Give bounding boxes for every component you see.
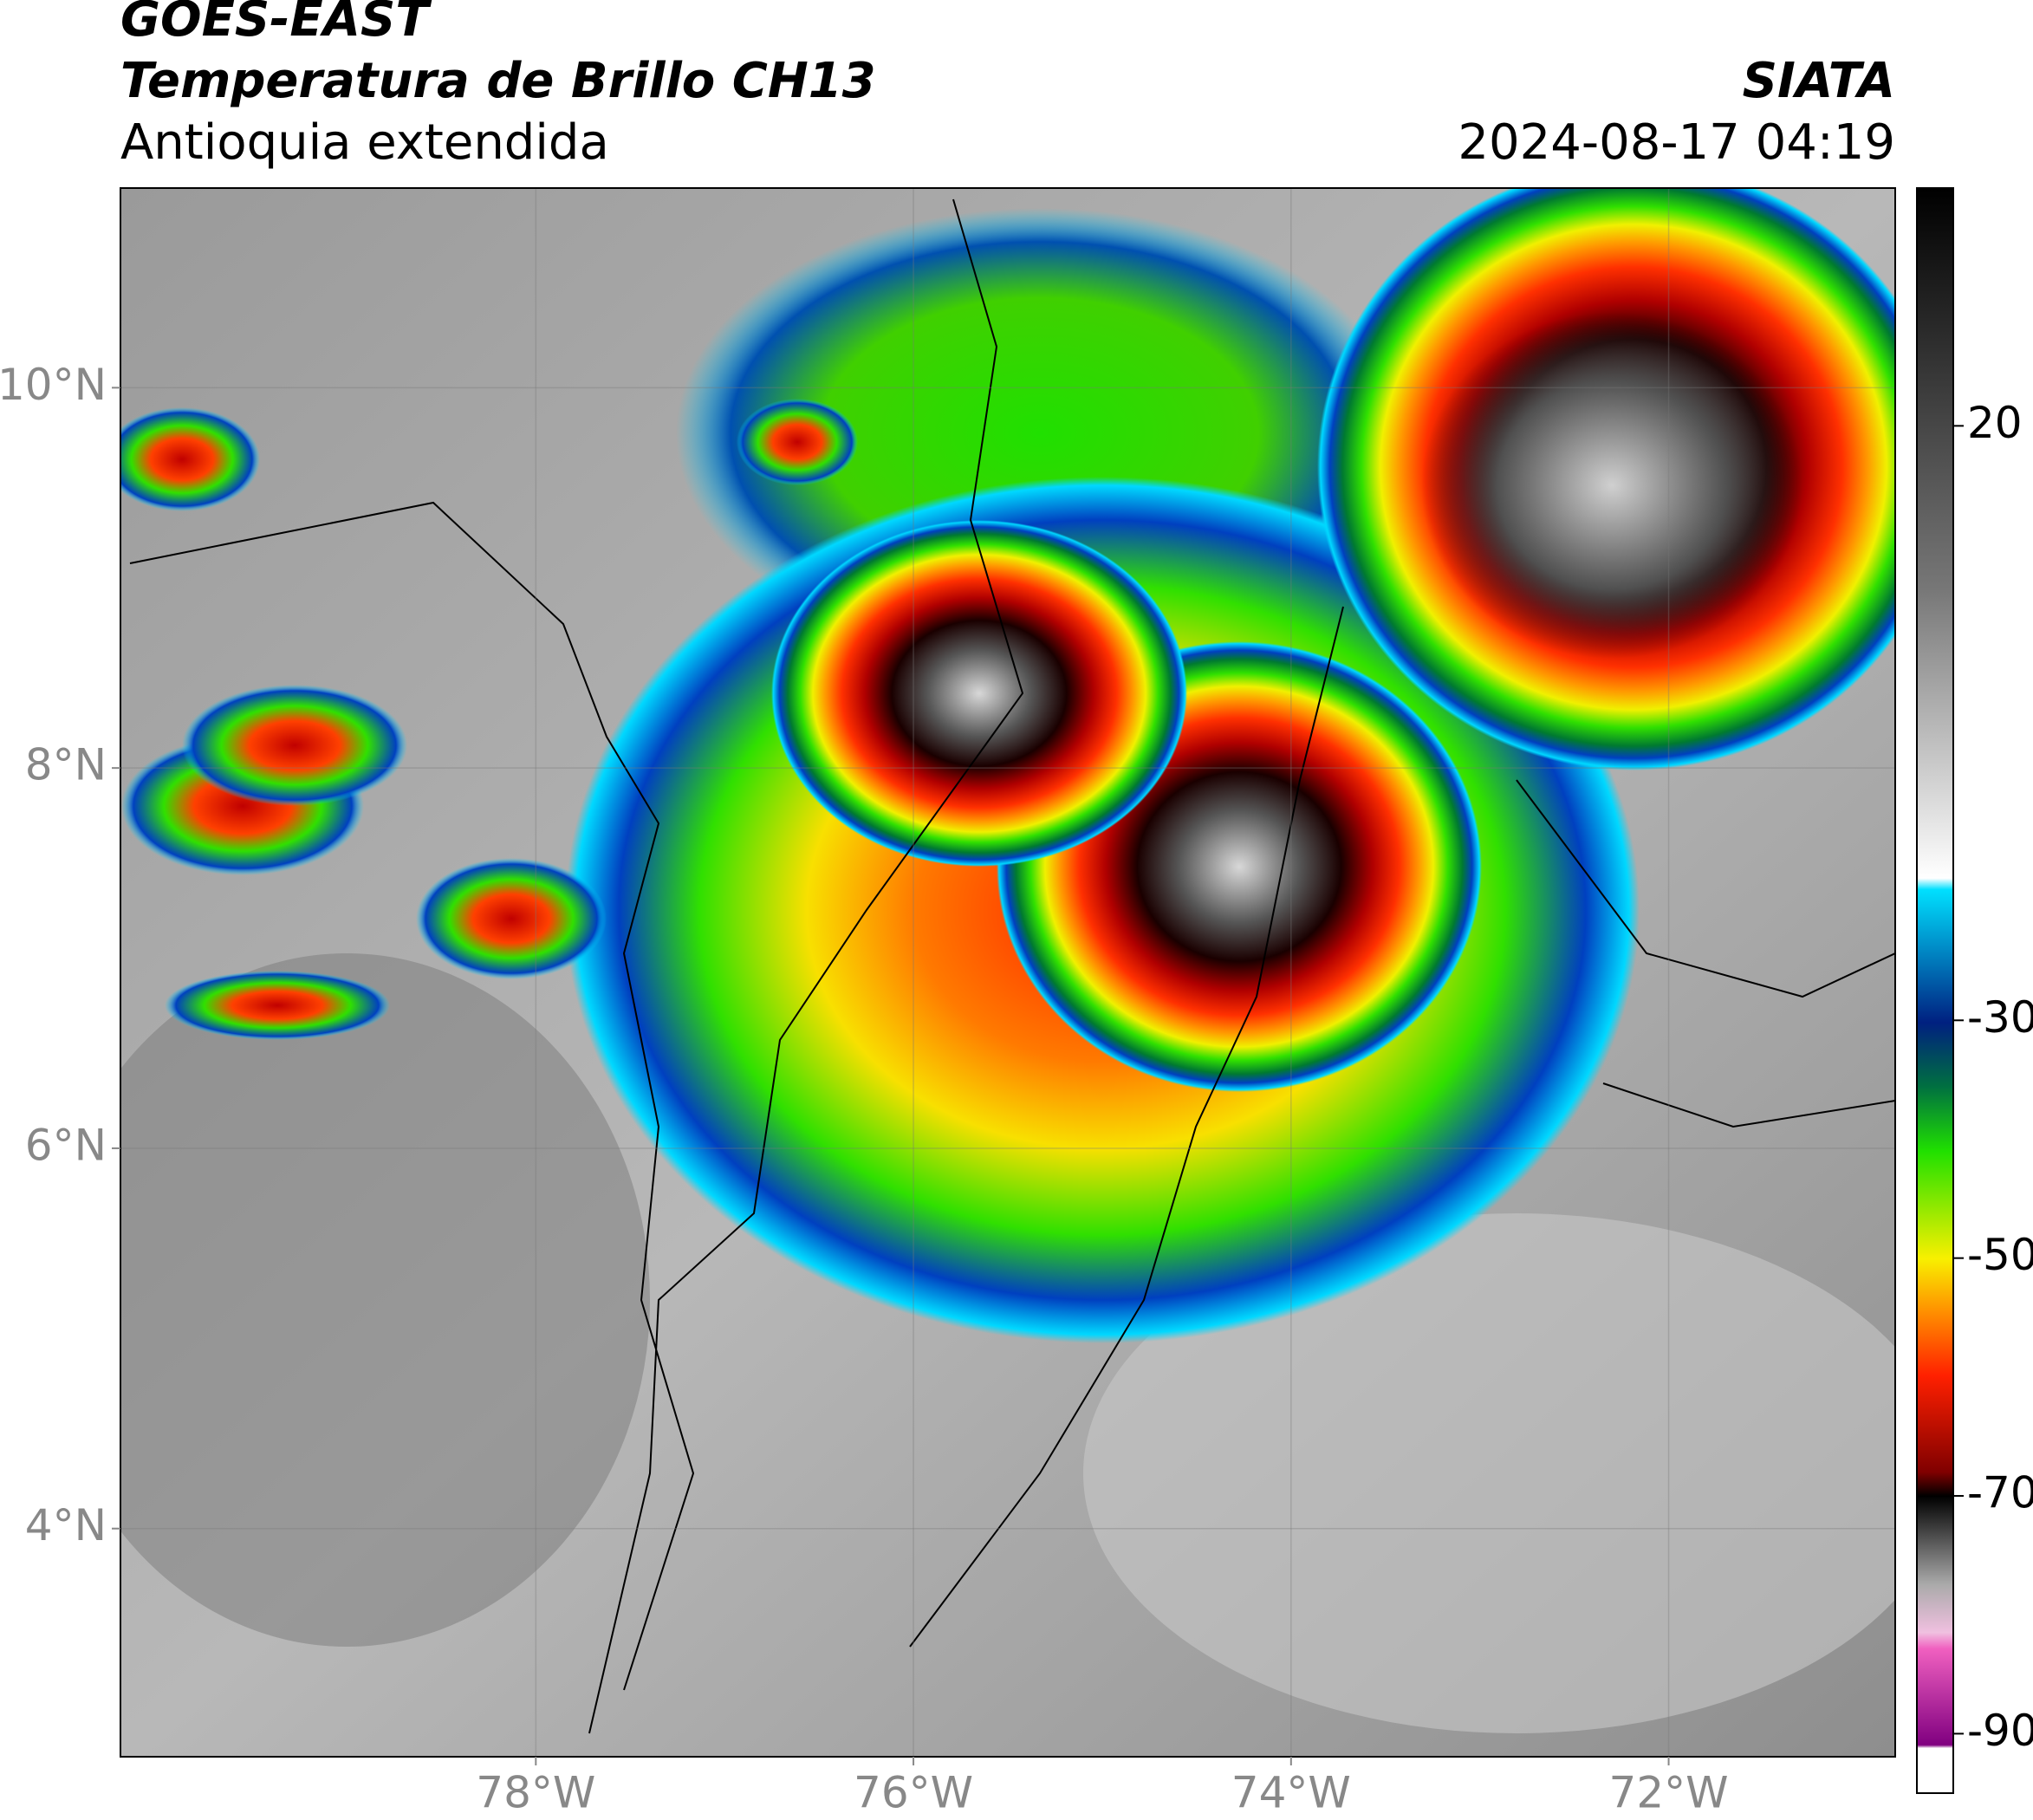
datetime: 2024-08-17 04:19 xyxy=(1458,114,1895,171)
colorbar xyxy=(1916,187,1954,1794)
colorbar-label: -50 xyxy=(1967,1230,2033,1280)
colorbar-label: -70 xyxy=(1967,1468,2033,1518)
source: SIATA xyxy=(1743,53,1895,109)
colorbar-label: 20 xyxy=(1967,398,2023,448)
subtitle: Temperatura de Brillo CH13 xyxy=(120,53,876,109)
x-tick-label: 76°W xyxy=(854,1768,973,1818)
x-tick-label: 78°W xyxy=(476,1768,595,1818)
x-tick-label: 74°W xyxy=(1231,1768,1351,1818)
y-tick-label: 6°N xyxy=(25,1120,107,1170)
x-tick-label: 72°W xyxy=(1609,1768,1729,1818)
y-tick-label: 8°N xyxy=(25,740,107,790)
grid xyxy=(120,188,1895,1757)
satellite-image xyxy=(120,188,1895,1757)
region: Antioquia extendida xyxy=(120,114,609,171)
colorbar-label: -90 xyxy=(1967,1706,2033,1756)
y-tick-label: 4°N xyxy=(25,1500,107,1550)
map-frame xyxy=(120,187,1896,1758)
colorbar-label: -30 xyxy=(1967,992,2033,1043)
y-tick-label: 10°N xyxy=(0,360,107,410)
title: GOES-EAST xyxy=(120,0,432,48)
